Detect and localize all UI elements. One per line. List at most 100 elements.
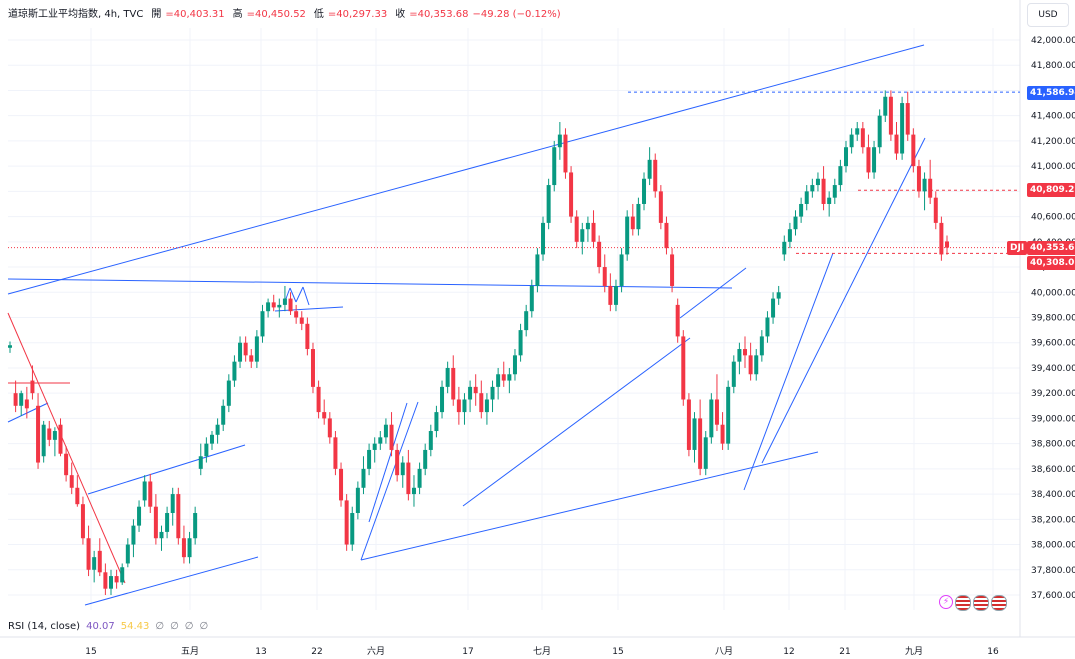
candles (8, 90, 949, 595)
candle-body (776, 292, 781, 299)
candle (411, 475, 416, 507)
candle (810, 178, 815, 198)
candle (277, 298, 282, 318)
candle (389, 412, 394, 457)
candle (916, 159, 921, 198)
candle-body (243, 342, 248, 356)
candle-body (355, 487, 360, 514)
candle-body (619, 254, 624, 286)
candle-body (456, 399, 461, 413)
x-tick-label: 五月 (181, 646, 199, 657)
candle (928, 159, 933, 204)
candle-body (131, 525, 136, 545)
trendline (295, 286, 304, 303)
candle-body (714, 399, 719, 425)
y-tick-label: 41,200.00 (1031, 137, 1075, 147)
candle-body (451, 367, 456, 400)
candle-body (137, 506, 142, 526)
legend-change: −49.28 (−0.12%) (472, 9, 561, 20)
candle-body (877, 115, 882, 148)
trendline (289, 287, 297, 303)
candle (602, 254, 607, 293)
candle-body (748, 355, 753, 375)
candle-body (58, 424, 63, 454)
candle (658, 185, 663, 230)
y-tick-label: 37,800.00 (1031, 566, 1075, 576)
candle (221, 399, 226, 432)
candle (333, 431, 338, 476)
candle (866, 134, 871, 179)
candle (153, 494, 158, 545)
trendline (462, 337, 691, 507)
x-tick-label: 八月 (715, 646, 733, 657)
candle-body (541, 222, 546, 255)
y-tick-label: 41,000.00 (1031, 162, 1075, 172)
candle-body (440, 386, 445, 413)
candle (378, 431, 383, 450)
candle (557, 121, 562, 160)
candle (19, 390, 24, 416)
candle (675, 298, 680, 343)
currency-selector[interactable]: USD (1027, 3, 1069, 27)
candle (524, 304, 529, 337)
candle-body (731, 361, 736, 387)
candle-body (69, 475, 74, 488)
candle-body (692, 418, 697, 450)
candle (776, 285, 781, 305)
candle-body (933, 197, 938, 223)
us-flag-icon[interactable] (955, 595, 971, 611)
candle-body (821, 178, 826, 204)
y-axis-labels: 37,600.00 37,800.00 38,000.00 38,200.00 38,4… (1031, 36, 1075, 601)
us-flag-icon[interactable] (991, 595, 1007, 611)
trendline (360, 451, 819, 561)
candle-body (479, 393, 484, 413)
candle-body (209, 434, 214, 444)
candle (883, 90, 888, 122)
candle-body (698, 418, 703, 469)
candle-body (804, 191, 809, 204)
candle-body (288, 298, 293, 312)
candle-body (490, 386, 495, 400)
candle (670, 248, 675, 293)
candle-body (36, 405, 41, 463)
candle (726, 380, 731, 450)
candle (888, 90, 893, 141)
candle (24, 386, 29, 419)
us-flag-icon[interactable] (973, 595, 989, 611)
candle (501, 361, 506, 387)
x-tick-label: 13 (255, 647, 266, 657)
candle-body (827, 197, 832, 204)
candle (339, 462, 344, 507)
candle (518, 323, 523, 362)
y-tick-label: 39,200.00 (1031, 389, 1075, 399)
x-tick-label: 九月 (905, 646, 923, 657)
candle (367, 443, 372, 476)
candle-body (406, 462, 411, 495)
candle (754, 349, 759, 381)
bolt-icon[interactable]: ⚡ (939, 595, 953, 609)
x-tick-label: 六月 (367, 645, 385, 657)
candle (148, 473, 153, 514)
candle (260, 304, 265, 343)
candle-body (681, 336, 686, 400)
candle-body (473, 386, 478, 394)
candle (849, 128, 854, 154)
candle (900, 96, 905, 160)
candle-body (709, 399, 714, 438)
rsi-value-1: 40.07 (86, 621, 115, 632)
candle-body (372, 443, 377, 450)
candle-body (787, 229, 792, 242)
candle-body (19, 393, 24, 406)
candle-body (563, 134, 568, 173)
candle-body (939, 222, 944, 255)
y-tick-label: 38,200.00 (1031, 515, 1075, 525)
candle (636, 197, 641, 236)
candle (361, 456, 366, 495)
candle-body (905, 103, 910, 135)
candle (13, 380, 18, 413)
candle-body (148, 481, 153, 507)
candle (131, 519, 136, 558)
candle-body (395, 449, 400, 476)
candle-body (512, 355, 517, 375)
